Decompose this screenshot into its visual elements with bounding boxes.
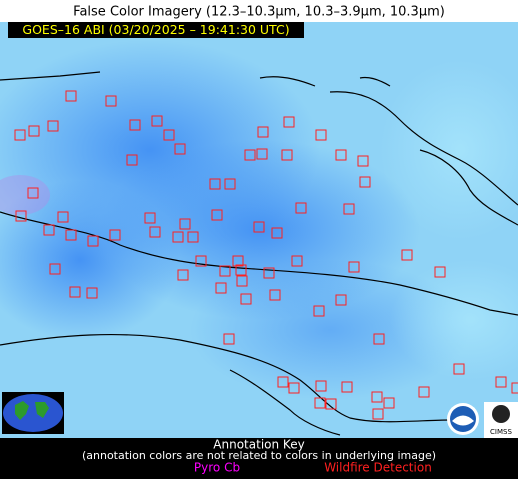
detection-box: [57, 211, 69, 223]
detection-box: [240, 293, 252, 305]
detection-box: [65, 229, 77, 241]
detection-box: [69, 286, 81, 298]
detection-box: [335, 294, 347, 306]
key-title: Annotation Key: [213, 438, 304, 452]
detection-box: [315, 380, 327, 392]
detection-box: [87, 235, 99, 247]
svg-text:CIMSS: CIMSS: [490, 428, 512, 436]
timestamp: GOES–16 ABI (03/20/2025 – 19:41:30 UTC): [22, 22, 289, 37]
timestamp-box: [8, 22, 304, 38]
detections: [14, 90, 518, 420]
detection-box: [105, 95, 117, 107]
detection-box: [343, 203, 355, 215]
detection-box: [335, 149, 347, 161]
key-panel: [0, 438, 518, 479]
detection-box: [359, 176, 371, 188]
detection-box: [271, 227, 283, 239]
detection-box: [144, 212, 156, 224]
key-item: Pyro Cb: [194, 461, 240, 475]
detection-box: [209, 178, 221, 190]
detection-box: [163, 129, 175, 141]
detection-box: [291, 255, 303, 267]
detection-box: [383, 397, 395, 409]
detection-box: [187, 231, 199, 243]
detection-box: [215, 282, 227, 294]
detection-box: [236, 275, 248, 287]
detection-box: [177, 269, 189, 281]
detection-box: [86, 287, 98, 299]
detection-box: [315, 129, 327, 141]
detection-box: [434, 266, 446, 278]
detection-box: [453, 363, 465, 375]
detection-box: [27, 187, 39, 199]
detection-box: [314, 397, 326, 409]
detection-box: [295, 202, 307, 214]
detection-box: [495, 376, 507, 388]
detection-box: [257, 126, 269, 138]
title-bar: [0, 0, 518, 22]
key-note: (annotation colors are not related to co…: [82, 449, 436, 462]
detection-box: [253, 221, 265, 233]
detection-box: [277, 376, 289, 388]
globe-logo: [2, 392, 64, 434]
detection-box: [223, 333, 235, 345]
coastline: [0, 71, 518, 436]
detection-box: [372, 408, 384, 420]
detection-box: [357, 155, 369, 167]
detection-box: [313, 305, 325, 317]
detection-box: [281, 149, 293, 161]
title: False Color Imagery (12.3–10.3µm, 10.3–3…: [73, 5, 445, 20]
noaa-logo: [447, 403, 479, 435]
detection-box: [14, 129, 26, 141]
detection-box: [341, 381, 353, 393]
detection-box: [511, 382, 518, 394]
detection-box: [195, 255, 207, 267]
detection-box: [348, 261, 360, 273]
detection-box: [269, 289, 281, 301]
key-item: Wildfire Detection: [324, 461, 432, 475]
detection-box: [151, 115, 163, 127]
detection-box: [65, 90, 77, 102]
detection-box: [235, 264, 247, 276]
detection-box: [325, 398, 337, 410]
detection-box: [401, 249, 413, 261]
detection-box: [43, 224, 55, 236]
detection-box: [232, 255, 244, 267]
detection-box: [263, 267, 275, 279]
detection-box: [373, 333, 385, 345]
detection-box: [244, 149, 256, 161]
detection-box: [211, 209, 223, 221]
detection-box: [149, 226, 161, 238]
detection-box: [224, 178, 236, 190]
detection-box: [256, 148, 268, 160]
detection-box: [109, 229, 121, 241]
detection-box: [15, 210, 27, 222]
detection-box: [47, 120, 59, 132]
detection-box: [283, 116, 295, 128]
detection-box: [179, 218, 191, 230]
detection-box: [172, 231, 184, 243]
detection-box: [418, 386, 430, 398]
detection-box: [49, 263, 61, 275]
detection-box: [28, 125, 40, 137]
detection-box: [371, 391, 383, 403]
cimss-logo: CIMSS: [484, 402, 518, 438]
detection-box: [288, 382, 300, 394]
detection-box: [129, 119, 141, 131]
detection-box: [219, 265, 231, 277]
detection-box: [126, 154, 138, 166]
detection-box: [174, 143, 186, 155]
